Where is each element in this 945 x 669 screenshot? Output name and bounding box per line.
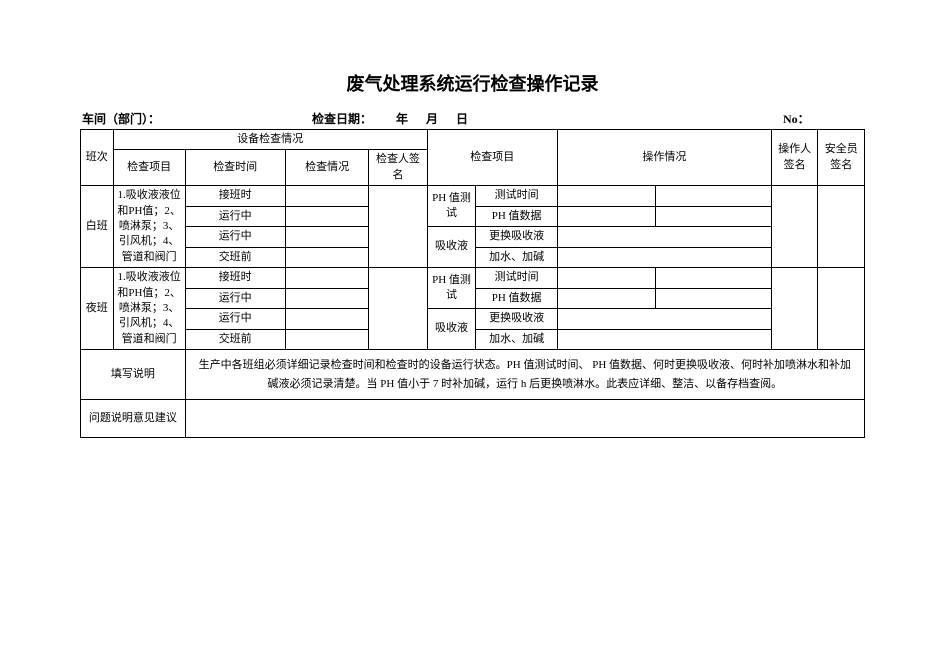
night-op-phdata-2 bbox=[655, 288, 771, 308]
day-time-3: 运行中 bbox=[185, 226, 285, 247]
header-line: 车间（部门）： 检查日期： 年 月 日 No： bbox=[80, 110, 865, 127]
day-label: 日 bbox=[456, 112, 468, 126]
header-row-1: 班次 设备检查情况 检查项目 操作情况 操作人签名 安全员签名 bbox=[81, 130, 865, 150]
day-sub-replace: 更换吸收液 bbox=[476, 226, 557, 247]
instructions-label: 填写说明 bbox=[81, 350, 186, 400]
night-main-item: 1.吸收液液位和PH值；2、喷淋泵；3、引风机；4、管道和阀门 bbox=[113, 268, 185, 350]
night-op-add bbox=[557, 329, 771, 349]
day-inspector-sign bbox=[369, 186, 427, 268]
th-check-condition: 检查情况 bbox=[285, 150, 369, 186]
day-op-phdata-1 bbox=[557, 206, 655, 226]
year-label: 年 bbox=[396, 112, 408, 126]
month-spacer bbox=[411, 112, 423, 126]
th-inspector-sign: 检查人签名 bbox=[369, 150, 427, 186]
th-check-item: 检查项目 bbox=[113, 150, 185, 186]
night-safety-sign bbox=[818, 268, 865, 350]
day-sub-add: 加水、加碱 bbox=[476, 247, 557, 267]
date-label-group: 检查日期： 年 月 日 bbox=[312, 110, 783, 127]
day-absorb-label: 吸收液 bbox=[427, 226, 476, 267]
problem-row: 问题说明意见建议 bbox=[81, 400, 865, 438]
night-cond-4 bbox=[285, 329, 369, 349]
night-cond-2 bbox=[285, 288, 369, 308]
inspection-table: 班次 设备检查情况 检查项目 操作情况 操作人签名 安全员签名 检查项目 检查时… bbox=[80, 129, 865, 438]
day-cond-3 bbox=[285, 226, 369, 247]
night-absorb-label: 吸收液 bbox=[427, 308, 476, 349]
night-time-1: 接班时 bbox=[185, 268, 285, 288]
day-time-2: 运行中 bbox=[185, 206, 285, 226]
night-sub-replace: 更换吸收液 bbox=[476, 308, 557, 329]
workshop-label: 车间（部门）： bbox=[82, 110, 312, 127]
night-sub-add: 加水、加碱 bbox=[476, 329, 557, 349]
no-label: No： bbox=[783, 110, 863, 127]
day-spacer bbox=[441, 112, 453, 126]
th-check-time: 检查时间 bbox=[185, 150, 285, 186]
day-ph-label: PH 值测试 bbox=[427, 186, 476, 227]
night-row-1: 夜班 1.吸收液液位和PH值；2、喷淋泵；3、引风机；4、管道和阀门 接班时 P… bbox=[81, 268, 865, 288]
year-spacer bbox=[375, 112, 393, 126]
problem-content bbox=[185, 400, 864, 438]
th-equipment-check: 设备检查情况 bbox=[113, 130, 427, 150]
day-op-replace bbox=[557, 226, 771, 247]
page-title: 废气处理系统运行检查操作记录 bbox=[80, 70, 865, 96]
night-sub-testtime: 测试时间 bbox=[476, 268, 557, 288]
day-sub-phdata: PH 值数据 bbox=[476, 206, 557, 226]
day-op-testtime-2 bbox=[655, 186, 771, 206]
th-operation-condition: 操作情况 bbox=[557, 130, 771, 186]
day-time-1: 接班时 bbox=[185, 186, 285, 206]
night-time-2: 运行中 bbox=[185, 288, 285, 308]
day-row-1: 白班 1.吸收液液位和PH值；2、喷淋泵；3、引风机；4、管道和阀门 接班时 P… bbox=[81, 186, 865, 206]
th-safety-sign: 安全员签名 bbox=[818, 130, 865, 186]
th-shift: 班次 bbox=[81, 130, 114, 186]
day-sub-testtime: 测试时间 bbox=[476, 186, 557, 206]
night-sub-phdata: PH 值数据 bbox=[476, 288, 557, 308]
night-inspector-sign bbox=[369, 268, 427, 350]
day-operator-sign bbox=[771, 186, 818, 268]
problem-label: 问题说明意见建议 bbox=[81, 400, 186, 438]
day-op-testtime-1 bbox=[557, 186, 655, 206]
day-main-item: 1.吸收液液位和PH值；2、喷淋泵；3、引风机；4、管道和阀门 bbox=[113, 186, 185, 268]
night-operator-sign bbox=[771, 268, 818, 350]
night-op-testtime-1 bbox=[557, 268, 655, 288]
day-cond-2 bbox=[285, 206, 369, 226]
night-cond-3 bbox=[285, 308, 369, 329]
day-shift-label: 白班 bbox=[81, 186, 114, 268]
th-check-item2: 检查项目 bbox=[427, 130, 557, 186]
night-op-phdata-1 bbox=[557, 288, 655, 308]
day-row-3: 运行中 吸收液 更换吸收液 bbox=[81, 226, 865, 247]
day-cond-4 bbox=[285, 247, 369, 267]
day-time-4: 交班前 bbox=[185, 247, 285, 267]
night-op-testtime-2 bbox=[655, 268, 771, 288]
instructions-text: 生产中各班组必须详细记录检查时间和检查时的设备运行状态。PH 值测试时间、 PH… bbox=[185, 350, 864, 400]
month-label: 月 bbox=[426, 112, 438, 126]
night-cond-1 bbox=[285, 268, 369, 288]
th-operator-sign: 操作人签名 bbox=[771, 130, 818, 186]
day-cond-1 bbox=[285, 186, 369, 206]
night-time-4: 交班前 bbox=[185, 329, 285, 349]
day-safety-sign bbox=[818, 186, 865, 268]
date-label: 检查日期： bbox=[312, 112, 372, 126]
instructions-row: 填写说明 生产中各班组必须详细记录检查时间和检查时的设备运行状态。PH 值测试时… bbox=[81, 350, 865, 400]
night-time-3: 运行中 bbox=[185, 308, 285, 329]
night-shift-label: 夜班 bbox=[81, 268, 114, 350]
day-op-add bbox=[557, 247, 771, 267]
night-row-3: 运行中 吸收液 更换吸收液 bbox=[81, 308, 865, 329]
day-op-phdata-2 bbox=[655, 206, 771, 226]
night-op-replace bbox=[557, 308, 771, 329]
night-ph-label: PH 值测试 bbox=[427, 268, 476, 309]
